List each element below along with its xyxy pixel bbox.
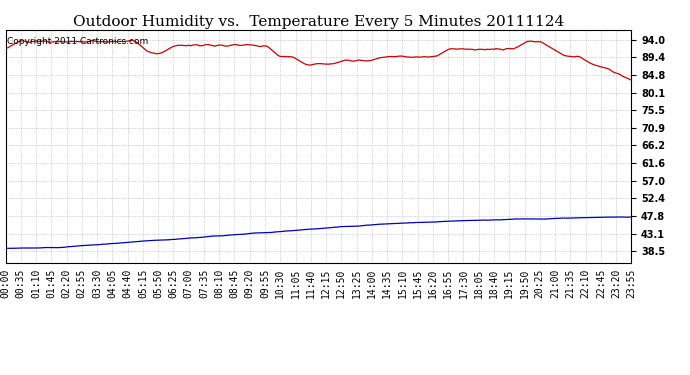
Title: Outdoor Humidity vs.  Temperature Every 5 Minutes 20111124: Outdoor Humidity vs. Temperature Every 5… [73,15,564,29]
Text: Copyright 2011 Cartronics.com: Copyright 2011 Cartronics.com [7,37,148,46]
